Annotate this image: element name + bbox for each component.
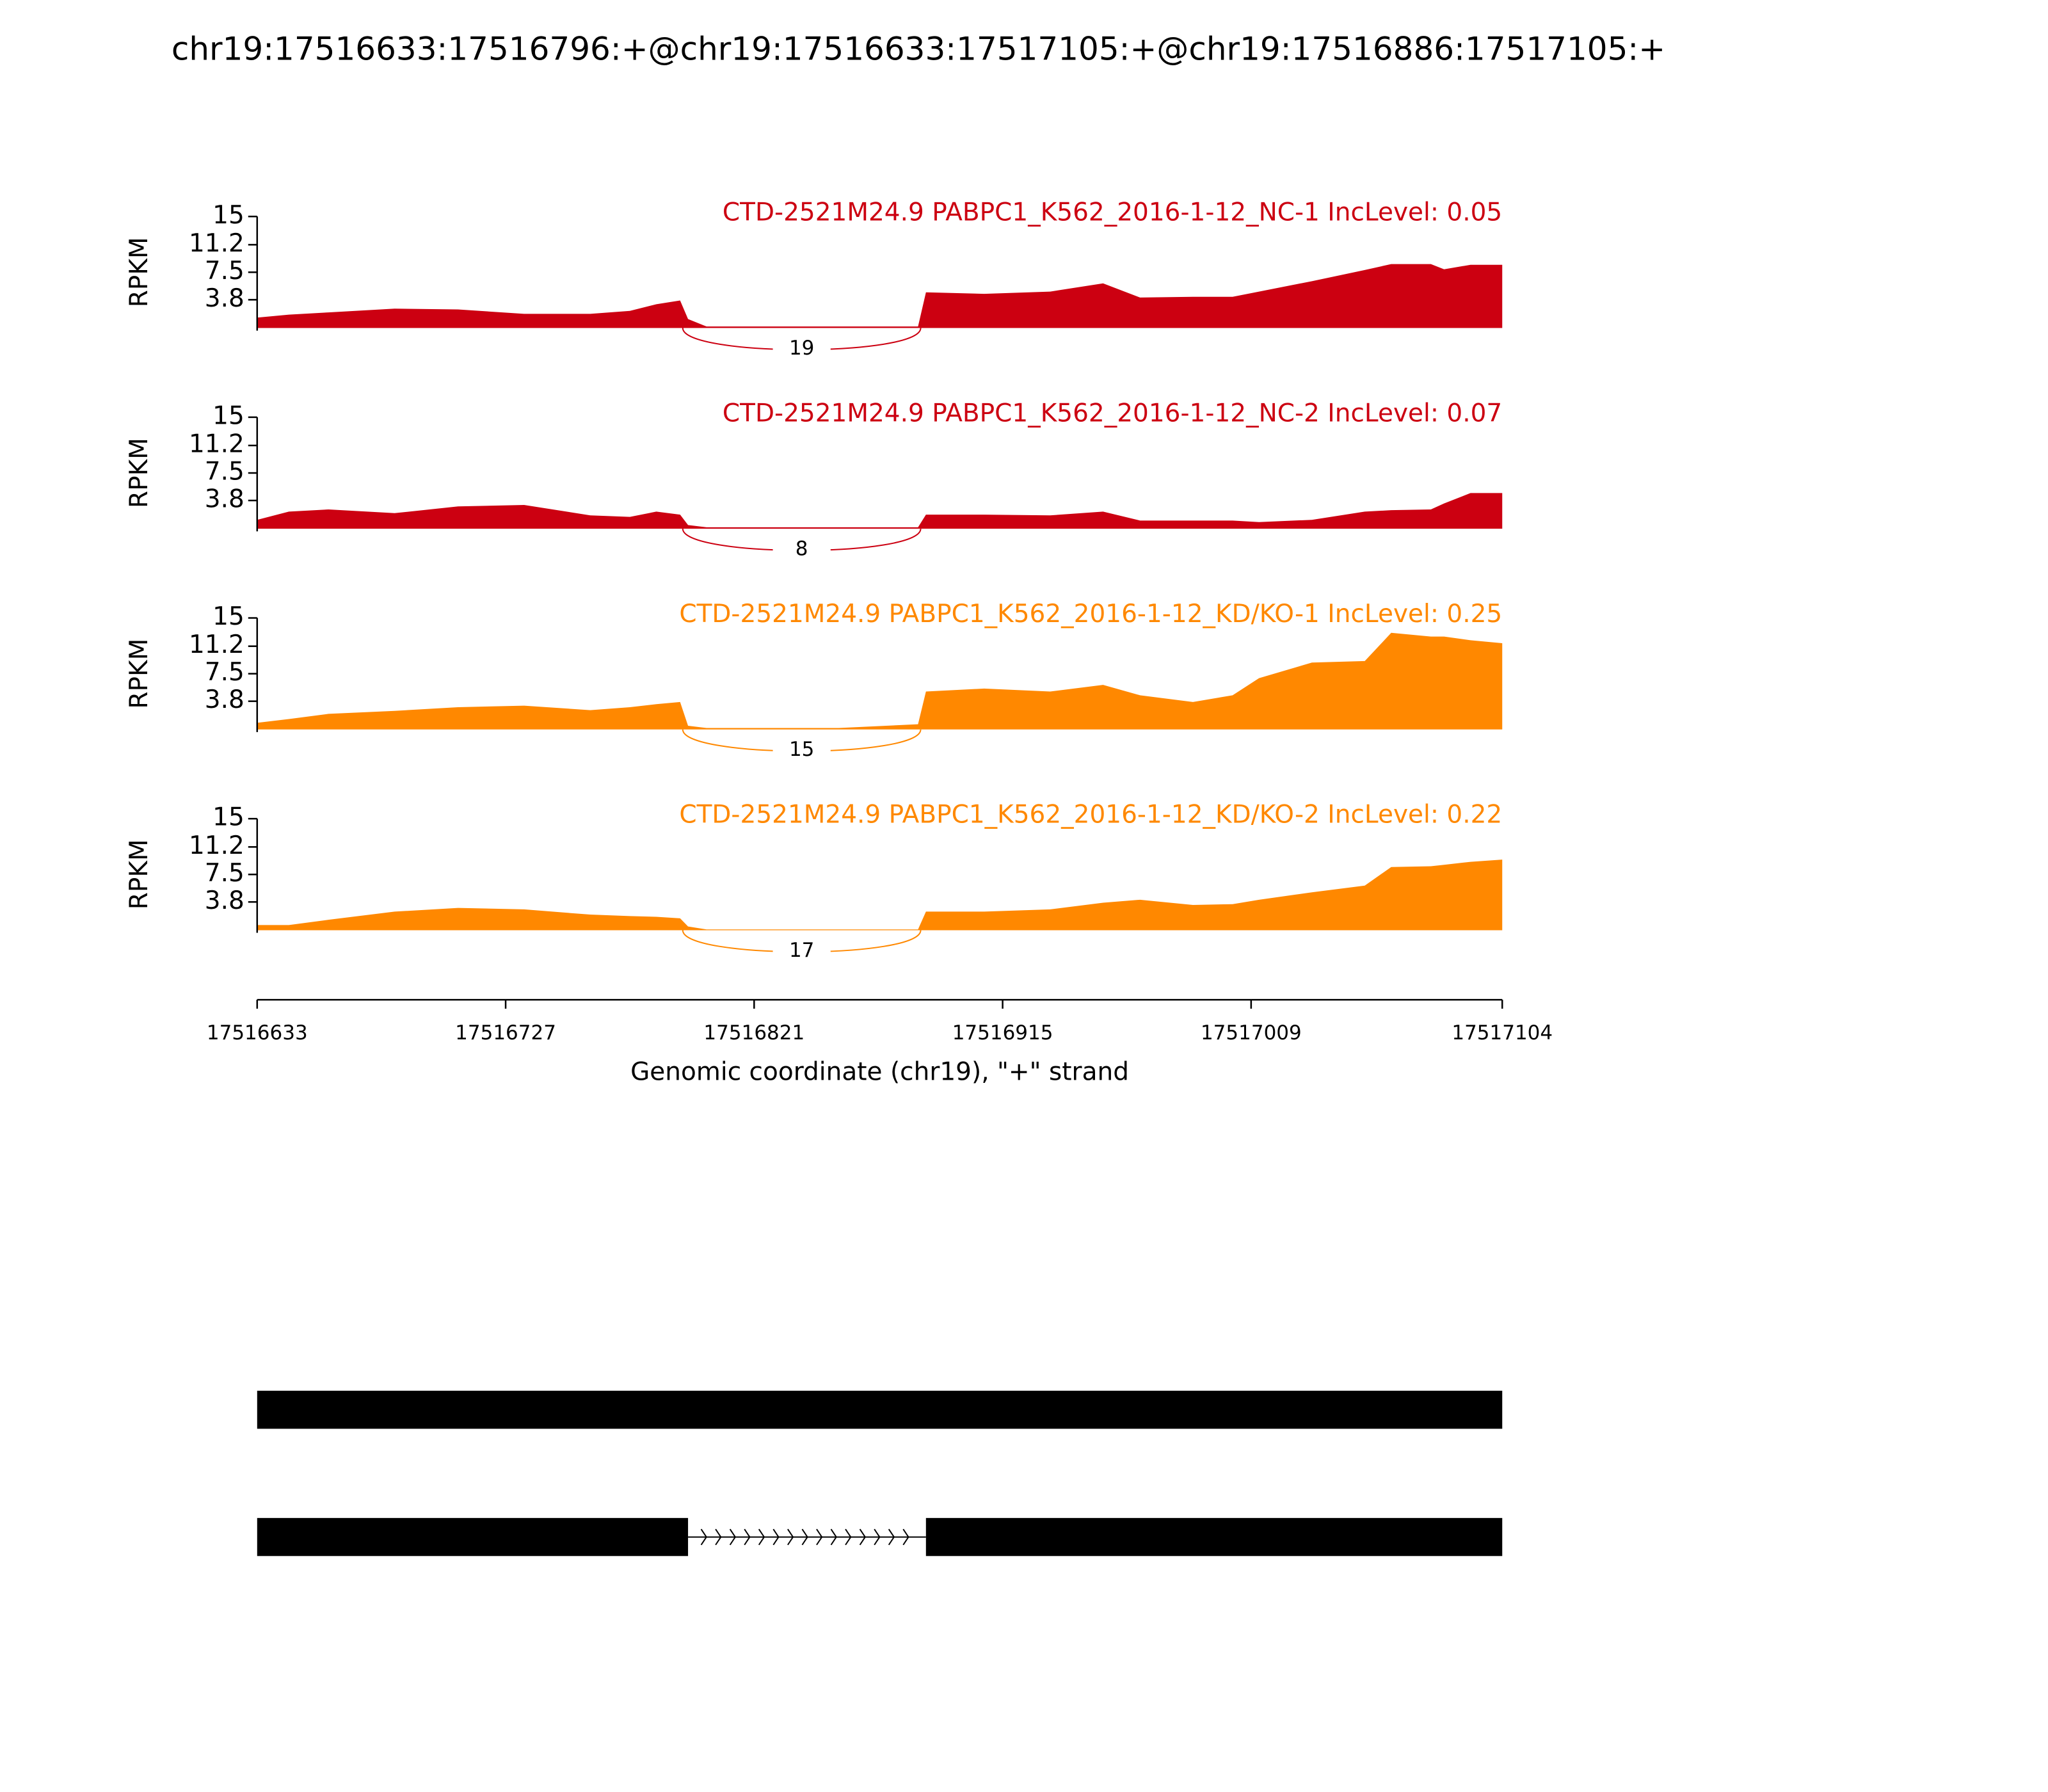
strand-arrow (801, 1528, 808, 1546)
y-tick-label: 15 (212, 602, 244, 631)
y-axis-label: RPKM (125, 639, 154, 709)
y-tick-label: 3.8 (205, 886, 244, 915)
strand-arrow (729, 1528, 737, 1546)
junction-label-bg (772, 339, 831, 358)
y-tick-label: 11.2 (189, 831, 244, 860)
strand-arrow (744, 1528, 751, 1546)
y-tick-label: 15 (212, 401, 244, 430)
junction-count: 15 (789, 738, 814, 761)
x-tick-label: 17516633 (207, 1021, 308, 1044)
panel-title: CTD-2521M24.9 PABPC1_K562_2016-1-12_NC-1… (723, 198, 1502, 227)
coverage-area (257, 264, 1503, 328)
coverage-area (257, 860, 1503, 931)
strand-arrow (700, 1528, 707, 1546)
x-tick-label: 17516727 (455, 1021, 556, 1044)
junction-count: 17 (789, 939, 814, 962)
junction-label-bg (772, 540, 831, 559)
x-tick-label: 17516821 (703, 1021, 804, 1044)
exon (925, 1517, 1503, 1556)
y-tick-label: 15 (212, 201, 244, 230)
strand-arrow (830, 1528, 837, 1546)
y-tick-label: 15 (212, 803, 244, 832)
coverage-area (257, 493, 1503, 529)
junction-count: 19 (789, 337, 814, 360)
y-tick-label: 3.8 (205, 284, 244, 313)
junction-count: 8 (796, 537, 808, 560)
strand-arrow (787, 1528, 794, 1546)
strand-arrow (845, 1528, 852, 1546)
x-tick-label: 17516915 (952, 1021, 1053, 1044)
panel-title: CTD-2521M24.9 PABPC1_K562_2016-1-12_NC-2… (723, 399, 1502, 428)
chart-title: chr19:17516633:17516796:+@chr19:17516633… (172, 31, 1665, 68)
panel-title: CTD-2521M24.9 PABPC1_K562_2016-1-12_KD/K… (679, 600, 1502, 628)
exon (257, 1391, 1503, 1429)
y-axis-label: RPKM (125, 237, 154, 307)
y-tick-label: 7.5 (205, 658, 244, 687)
x-tick-label: 17517104 (1452, 1021, 1553, 1044)
x-axis-label: Genomic coordinate (chr19), "+" strand (630, 1057, 1129, 1086)
y-axis-label: RPKM (125, 438, 154, 508)
y-tick-label: 11.2 (189, 229, 244, 258)
y-tick-label: 7.5 (205, 458, 244, 486)
y-tick-label: 7.5 (205, 257, 244, 285)
strand-arrow (902, 1528, 909, 1546)
strand-arrow (772, 1528, 780, 1546)
junction-label-bg (772, 941, 831, 961)
y-axis-label: RPKM (125, 839, 154, 909)
strand-arrow (758, 1528, 765, 1546)
strand-arrow (715, 1528, 722, 1546)
y-tick-label: 11.2 (189, 430, 244, 459)
x-tick-label: 17517009 (1201, 1021, 1302, 1044)
exon (257, 1517, 689, 1556)
coverage-area (257, 632, 1503, 730)
y-tick-label: 3.8 (205, 485, 244, 514)
strand-arrow (874, 1528, 881, 1546)
junction-label-bg (772, 741, 831, 760)
panel-title: CTD-2521M24.9 PABPC1_K562_2016-1-12_KD/K… (679, 801, 1502, 829)
y-tick-label: 3.8 (205, 685, 244, 714)
strand-arrow (816, 1528, 823, 1546)
strand-arrow (888, 1528, 895, 1546)
y-tick-label: 11.2 (189, 630, 244, 659)
y-tick-label: 7.5 (205, 859, 244, 888)
strand-arrow (859, 1528, 867, 1546)
